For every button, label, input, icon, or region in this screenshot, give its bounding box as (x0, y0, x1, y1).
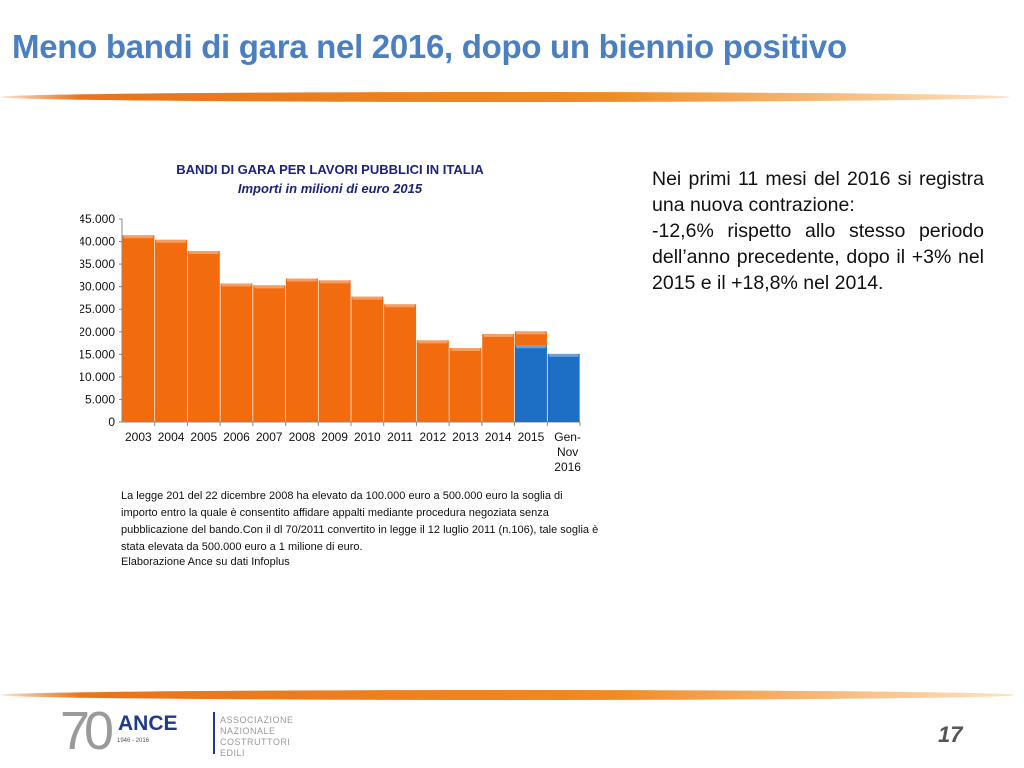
bar-highlight (286, 278, 317, 282)
bar-highlight (515, 331, 546, 335)
x-tick-label: 2008 (289, 430, 316, 444)
y-tick-label: 0 (108, 415, 115, 429)
x-tick-label: 2015 (518, 430, 545, 444)
y-tick-label: 20.000 (80, 325, 115, 339)
bar-highlight (352, 296, 383, 300)
y-tick-label: 5.000 (85, 392, 115, 406)
slide-title: Meno bandi di gara nel 2016, dopo un bie… (12, 28, 847, 65)
page-number: 17 (938, 722, 963, 747)
bar-2013 (449, 348, 482, 422)
bar-highlight (515, 345, 546, 349)
side-text-line-1: Nei primi 11 mesi del 2016 si registra u… (652, 168, 984, 216)
logo-ance: ANCE (118, 712, 178, 735)
orange-brush-divider-bottom (0, 690, 1015, 700)
bar-2012 (416, 340, 449, 422)
x-tick-label: 2009 (321, 430, 348, 444)
side-text-line-2: -12,6% rispetto allo stesso periodo dell… (652, 220, 984, 294)
bar-highlight (483, 334, 514, 338)
logo-assoc-line2: COSTRUTTORI EDILI (220, 737, 291, 758)
bar-2003 (122, 235, 155, 422)
bar-2011 (384, 304, 417, 422)
bar-highlight (319, 280, 350, 284)
x-tick-label: 2012 (419, 430, 446, 444)
chart-subtitle: Importi in milioni di euro 2015 (238, 181, 423, 196)
x-tick-label: Nov (557, 445, 578, 459)
x-tick-label: 2005 (190, 430, 217, 444)
x-tick-label: Gen- (554, 430, 581, 444)
x-tick-label: 2016 (554, 460, 581, 474)
y-tick-label: 25.000 (80, 302, 115, 316)
bar-2007 (253, 285, 286, 422)
y-tick-label: 35.000 (80, 257, 115, 271)
bar-highlight (221, 283, 252, 287)
side-text: Nei primi 11 mesi del 2016 si registra u… (652, 166, 984, 296)
bar-highlight (417, 340, 448, 344)
y-tick-label: 10.000 (80, 370, 115, 384)
x-tick-label: 2013 (452, 430, 479, 444)
x-tick-label: 2004 (158, 430, 185, 444)
y-tick-label: 40.000 (80, 235, 115, 249)
bar-2015 (514, 331, 547, 346)
x-tick-label: 2014 (485, 430, 512, 444)
bar-highlight (254, 285, 285, 289)
logo-70: 70 (60, 701, 114, 761)
bar-2015 (514, 345, 547, 422)
x-tick-label: 2011 (387, 430, 413, 444)
logo-assoc-line1: ASSOCIAZIONE NAZIONALE (220, 715, 294, 736)
x-tick-label: 2010 (354, 430, 381, 444)
orange-brush-divider-top (0, 92, 1010, 102)
bar-highlight (385, 304, 416, 308)
logo-divider (213, 712, 215, 754)
bar-highlight (123, 235, 154, 239)
chart-note: La legge 201 del 22 dicembre 2008 ha ele… (121, 490, 599, 553)
y-tick-label: 45.000 (80, 212, 115, 226)
logo-years: 1946 - 2016 (117, 738, 150, 744)
x-tick-label: 2003 (125, 430, 152, 444)
bar-2005 (187, 251, 220, 422)
bar-2008 (285, 278, 318, 422)
bar-highlight (450, 348, 481, 352)
bar-2006 (220, 283, 253, 422)
bar-highlight (548, 353, 579, 357)
x-tick-label: 2007 (256, 430, 283, 444)
chart-title: BANDI DI GARA PER LAVORI PUBBLICI IN ITA… (176, 162, 484, 177)
bar-2009 (318, 280, 351, 422)
bar-highlight (188, 251, 219, 255)
ance-logo: 70 ANCE 1946 - 2016 ASSOCIAZIONE NAZIONA… (60, 701, 300, 761)
bar-highlight (156, 239, 187, 243)
y-tick-label: 30.000 (80, 280, 115, 294)
logo-association: ASSOCIAZIONE NAZIONALE COSTRUTTORI EDILI (220, 715, 300, 759)
bar-chart: BANDI DI GARA PER LAVORI PUBBLICI IN ITA… (80, 162, 581, 474)
bar-2004 (155, 239, 188, 422)
y-tick-label: 15.000 (80, 347, 115, 361)
bar-2010 (351, 296, 384, 422)
x-tick-label: 2006 (223, 430, 250, 444)
bar-2014 (482, 334, 515, 422)
chart-source: Elaborazione Ance su dati Infoplus (121, 556, 290, 568)
bar-gen-nov-2016 (547, 353, 580, 422)
